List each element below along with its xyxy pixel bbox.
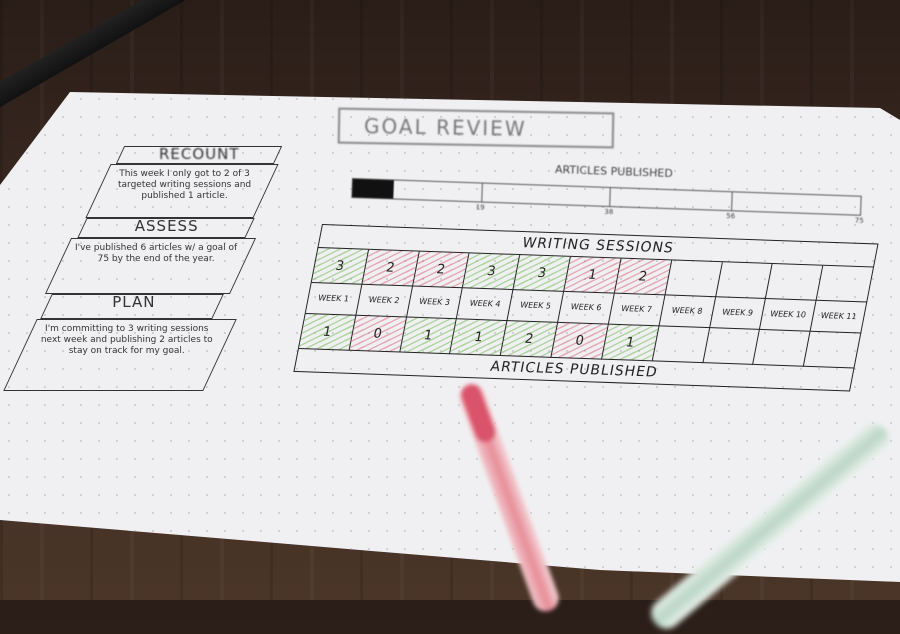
- week-label: WEEK 10: [760, 298, 817, 332]
- tick-label: 38: [604, 207, 614, 217]
- articles-cell: 0: [551, 322, 609, 360]
- week-label: WEEK 3: [406, 286, 464, 320]
- page-title: GOAL REVIEW: [337, 107, 615, 149]
- sessions-cell: 3: [311, 248, 369, 285]
- sessions-cell: [816, 265, 874, 303]
- section-heading-box: RECOUNT: [115, 145, 283, 164]
- sessions-cell: [715, 262, 773, 299]
- section-text-box: I'm committing to 3 writing sessions nex…: [3, 319, 237, 391]
- week-label: WEEK 8: [659, 295, 716, 329]
- week-label: WEEK 1: [305, 282, 363, 316]
- articles-cell: 1: [399, 317, 458, 355]
- sessions-cell: 2: [412, 251, 470, 289]
- section-heading: RECOUNT: [158, 145, 240, 163]
- articles-cell: 2: [500, 321, 559, 358]
- articles-cell: 1: [450, 319, 508, 357]
- section-text: This week I only got to 2 of 3 targeted …: [117, 169, 252, 201]
- section-heading-box: PLAN: [40, 293, 224, 319]
- week-label: WEEK 6: [558, 291, 615, 325]
- progress-tick: 19: [476, 183, 485, 212]
- progress-tick: 56: [726, 192, 735, 220]
- sessions-cell: [766, 263, 824, 301]
- section-text-box: This week I only got to 2 of 3 targeted …: [85, 164, 279, 218]
- week-label: WEEK 2: [356, 284, 413, 318]
- week-label: WEEK 9: [709, 297, 767, 330]
- week-label: WEEK 7: [608, 293, 666, 327]
- section-heading-box: ASSESS: [77, 217, 255, 238]
- articles-cell: [652, 326, 710, 364]
- week-label: WEEK 4: [457, 288, 514, 322]
- sessions-cell: 2: [614, 258, 672, 296]
- articles-cell: 1: [298, 313, 357, 351]
- sessions-cell: 3: [513, 255, 571, 292]
- section-text: I've published 6 articles w/ a goal of 7…: [74, 243, 238, 264]
- tick-label: 56: [726, 212, 736, 221]
- section-text-box: I've published 6 articles w/ a goal of 7…: [44, 238, 257, 294]
- articles-cell: 0: [349, 315, 407, 353]
- section-heading: PLAN: [112, 293, 156, 311]
- section-text: I'm committing to 3 writing sessions nex…: [40, 324, 213, 356]
- articles-cell: 1: [601, 324, 660, 362]
- tick-label: 19: [475, 203, 485, 212]
- week-label: WEEK 5: [507, 290, 565, 323]
- sessions-cell: [665, 260, 723, 298]
- articles-cell: [753, 329, 811, 367]
- progress-fill: [352, 179, 394, 199]
- progress-tick: 38: [604, 188, 613, 216]
- sessions-cell: 1: [564, 256, 622, 294]
- articles-cell: [702, 328, 761, 365]
- sessions-cell: 3: [463, 253, 521, 291]
- sessions-cell: 2: [362, 249, 420, 287]
- articles-cell: [803, 331, 862, 369]
- week-label: WEEK 11: [810, 300, 868, 334]
- section-heading: ASSESS: [134, 217, 199, 235]
- tick-label: 75: [854, 216, 864, 225]
